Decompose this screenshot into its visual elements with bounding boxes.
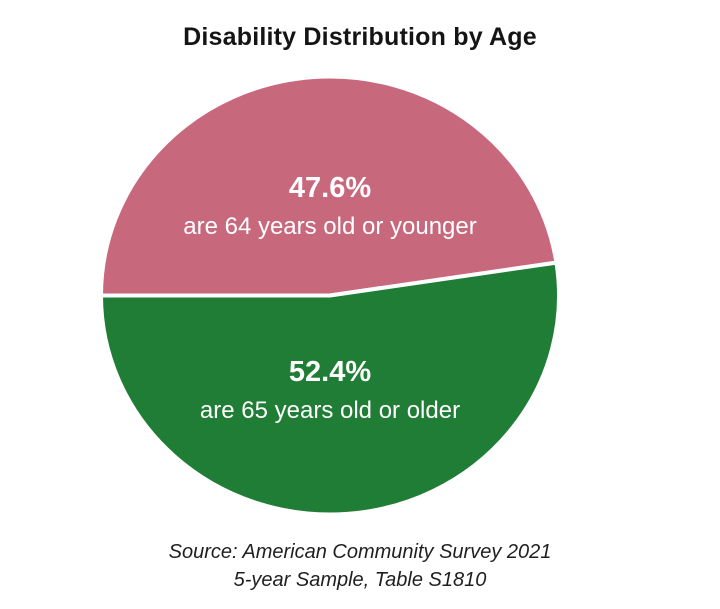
source-line-2: 5-year Sample, Table S1810 — [233, 569, 487, 591]
chart-title: Disability Distribution by Age — [183, 23, 537, 51]
source-line-1: Source: American Community Survey 2021 — [168, 541, 552, 563]
pie-chart: 47.6% are 64 years old or younger 52.4% … — [98, 74, 562, 517]
pie-svg — [99, 74, 561, 517]
pie-slice-top — [99, 74, 559, 298]
pie-slice-bottom — [99, 260, 561, 517]
source-note: Source: American Community Survey 2021 5… — [0, 538, 720, 594]
